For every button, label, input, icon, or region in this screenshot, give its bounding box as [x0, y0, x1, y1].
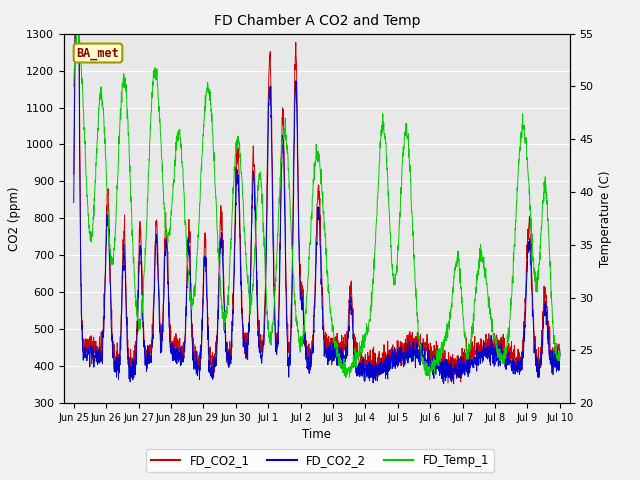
FD_CO2_2: [294, 155, 301, 161]
Legend: FD_CO2_1, FD_CO2_2, FD_Temp_1: FD_CO2_1, FD_CO2_2, FD_Temp_1: [146, 449, 494, 472]
FD_Temp_1: [556, 357, 564, 362]
FD_CO2_1: [444, 380, 452, 386]
FD_Temp_1: [307, 241, 314, 247]
FD_CO2_1: [95, 352, 102, 358]
X-axis label: Time: Time: [302, 429, 332, 442]
FD_CO2_1: [307, 355, 314, 361]
FD_Temp_1: [426, 376, 434, 382]
FD_CO2_2: [542, 310, 550, 315]
FD_CO2_1: [294, 118, 301, 123]
FD_CO2_1: [543, 299, 550, 304]
FD_Temp_1: [73, 31, 81, 36]
Text: BA_met: BA_met: [77, 47, 120, 60]
FD_CO2_1: [556, 353, 564, 359]
FD_CO2_1: [71, 12, 79, 18]
FD_CO2_1: [70, 171, 77, 177]
FD_CO2_2: [70, 200, 77, 205]
Line: FD_CO2_2: FD_CO2_2: [74, 15, 560, 384]
FD_CO2_1: [542, 292, 550, 298]
FD_Temp_1: [543, 196, 550, 202]
Title: FD Chamber A CO2 and Temp: FD Chamber A CO2 and Temp: [214, 14, 420, 28]
FD_CO2_2: [307, 348, 314, 353]
FD_CO2_1: [453, 372, 461, 377]
FD_Temp_1: [542, 187, 550, 193]
FD_CO2_2: [453, 373, 461, 379]
Y-axis label: CO2 (ppm): CO2 (ppm): [8, 186, 20, 251]
FD_Temp_1: [294, 321, 301, 326]
FD_CO2_2: [95, 348, 102, 353]
Line: FD_Temp_1: FD_Temp_1: [74, 34, 560, 379]
FD_CO2_2: [450, 381, 458, 387]
FD_Temp_1: [453, 258, 461, 264]
FD_CO2_2: [72, 12, 79, 18]
Line: FD_CO2_1: FD_CO2_1: [74, 15, 560, 383]
FD_CO2_2: [543, 322, 550, 328]
Y-axis label: Temperature (C): Temperature (C): [599, 170, 612, 267]
FD_CO2_2: [556, 353, 564, 359]
FD_Temp_1: [70, 84, 77, 89]
FD_Temp_1: [95, 105, 102, 111]
